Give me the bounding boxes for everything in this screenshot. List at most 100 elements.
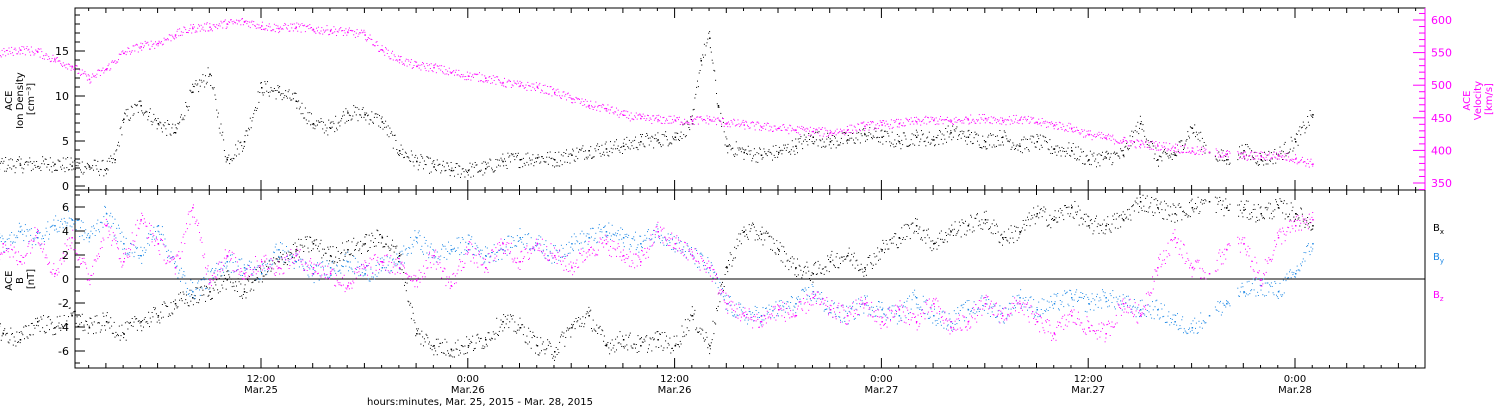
density-series-point bbox=[1005, 135, 1007, 137]
velocity-series-point bbox=[681, 121, 683, 123]
density-series-point bbox=[1122, 150, 1124, 151]
velocity-series-point bbox=[196, 31, 198, 33]
bx-series-point bbox=[173, 301, 175, 303]
density-series-point bbox=[555, 165, 557, 167]
velocity-series-point bbox=[1215, 148, 1217, 150]
velocity-series-point bbox=[302, 25, 304, 26]
velocity-series-point bbox=[223, 20, 225, 22]
velocity-series-point bbox=[1085, 135, 1087, 137]
bx-series-point bbox=[783, 246, 785, 248]
velocity-series-point bbox=[1020, 117, 1022, 119]
velocity-series-point bbox=[409, 64, 411, 66]
density-series-point bbox=[1247, 146, 1249, 148]
velocity-series-point bbox=[673, 115, 675, 117]
bx-series-point bbox=[285, 262, 287, 264]
bx-series-point bbox=[146, 321, 148, 323]
bx-series-point bbox=[588, 306, 590, 308]
bx-series-point bbox=[563, 332, 565, 334]
velocity-series-point bbox=[68, 63, 70, 65]
bx-series-point bbox=[884, 252, 885, 254]
density-series-point bbox=[428, 157, 430, 159]
velocity-series-point bbox=[722, 118, 724, 120]
velocity-series-point bbox=[904, 125, 906, 127]
density-series-point bbox=[741, 147, 743, 149]
bx-series-point bbox=[608, 347, 610, 349]
velocity-series-point bbox=[725, 123, 727, 125]
bx-series-point bbox=[814, 263, 816, 265]
bx-series-point bbox=[543, 349, 545, 351]
bx-series-point bbox=[518, 329, 520, 331]
density-series-point bbox=[1162, 152, 1164, 154]
density-series-point bbox=[400, 144, 402, 146]
density-series-point bbox=[1183, 147, 1185, 149]
density-series-point bbox=[271, 89, 273, 91]
density-series-point bbox=[614, 141, 616, 143]
density-series-point bbox=[1251, 155, 1253, 157]
density-series-point bbox=[382, 128, 384, 130]
bx-series-point bbox=[909, 238, 911, 240]
velocity-series-datum bbox=[278, 27, 280, 30]
bx-series-point bbox=[260, 268, 262, 270]
bx-series-point bbox=[922, 230, 924, 232]
density-series-point bbox=[361, 109, 363, 110]
density-series-point bbox=[1125, 145, 1127, 147]
density-series-point bbox=[505, 164, 507, 166]
bx-series-point bbox=[574, 328, 576, 330]
velocity-series-point bbox=[1027, 115, 1029, 117]
velocity-series-point bbox=[1035, 121, 1037, 123]
density-series-point bbox=[855, 137, 857, 139]
density-series-point bbox=[819, 139, 821, 141]
bx-series-point bbox=[428, 343, 430, 345]
velocity-series-point bbox=[857, 123, 859, 125]
velocity-series-point bbox=[748, 127, 750, 129]
velocity-series-point bbox=[233, 20, 235, 22]
velocity-series-point bbox=[808, 134, 810, 136]
velocity-series-point bbox=[435, 72, 437, 74]
bx-series-point bbox=[396, 245, 398, 247]
velocity-series-point bbox=[688, 122, 690, 124]
density-series-point bbox=[686, 120, 688, 122]
bx-series-point bbox=[265, 274, 267, 276]
velocity-series-point bbox=[599, 110, 601, 112]
density-series-point bbox=[493, 171, 495, 173]
bx-series-point bbox=[889, 239, 891, 241]
bx-series-point bbox=[885, 240, 887, 241]
velocity-series-point bbox=[782, 124, 784, 126]
velocity-series-point bbox=[373, 45, 375, 47]
density-series-point bbox=[325, 130, 327, 132]
bx-series-point bbox=[488, 332, 490, 334]
density-series-point bbox=[994, 146, 996, 148]
density-series-point bbox=[1227, 159, 1229, 161]
density-series-point bbox=[814, 141, 816, 143]
bx-series-point bbox=[829, 256, 831, 258]
density-series-point bbox=[269, 91, 271, 93]
bx-series-point bbox=[230, 281, 231, 283]
bx-series-point bbox=[199, 299, 200, 301]
velocity-series-point bbox=[797, 132, 799, 134]
velocity-series-point bbox=[713, 116, 715, 118]
velocity-series-point bbox=[591, 106, 593, 108]
density-series-point bbox=[102, 159, 104, 161]
density-series-point bbox=[93, 159, 95, 161]
velocity-series-point bbox=[1047, 126, 1049, 128]
velocity-series-point bbox=[1185, 152, 1187, 153]
velocity-series-point bbox=[336, 30, 338, 32]
bx-series-point bbox=[958, 221, 960, 223]
velocity-series-point bbox=[1274, 156, 1276, 158]
density-series-point bbox=[1082, 163, 1084, 164]
bx-series-point bbox=[149, 317, 151, 319]
density-series-point bbox=[374, 113, 376, 115]
velocity-series-point bbox=[1201, 146, 1203, 148]
density-series-point bbox=[420, 154, 422, 156]
x-tick-label: 12:00 bbox=[1074, 374, 1103, 385]
bx-series-point bbox=[645, 336, 647, 338]
x-tick-date-label: Mar.25 bbox=[244, 385, 278, 396]
density-series-point bbox=[1144, 135, 1146, 137]
density-series-point bbox=[790, 149, 792, 151]
bx-series-point bbox=[822, 268, 824, 270]
bx-series-point bbox=[647, 348, 649, 350]
velocity-series-point bbox=[512, 85, 514, 87]
velocity-series-point bbox=[1149, 148, 1151, 150]
velocity-series-point bbox=[826, 136, 828, 137]
velocity-series-point bbox=[33, 54, 35, 56]
